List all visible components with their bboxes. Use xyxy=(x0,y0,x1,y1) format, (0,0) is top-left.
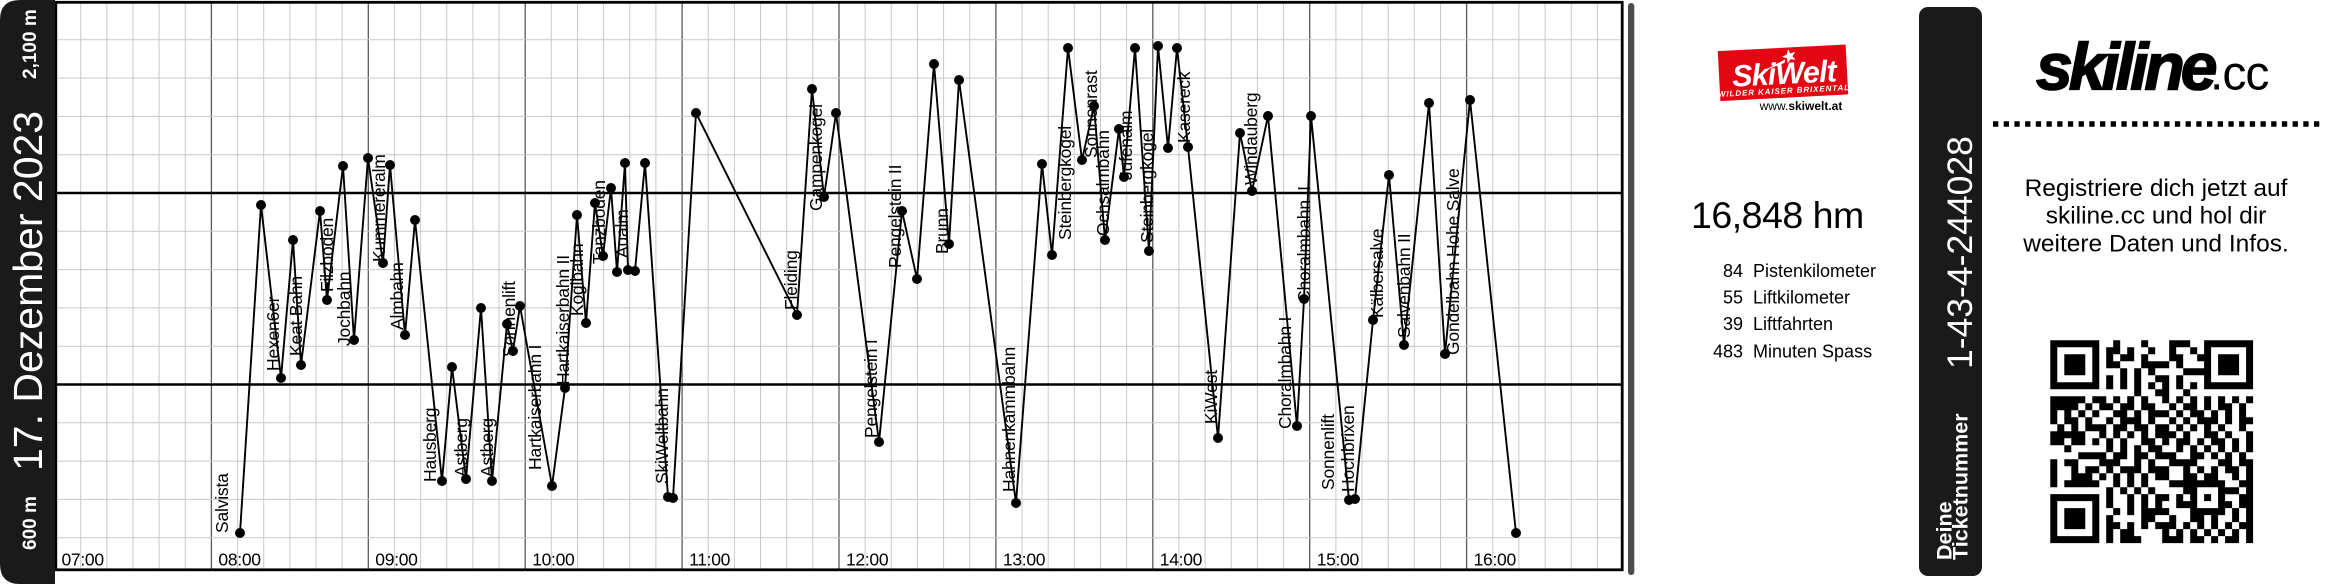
svg-text:16,848 hm: 16,848 hm xyxy=(1691,194,1864,236)
svg-text:84: 84 xyxy=(1723,261,1743,281)
svg-text:07:00: 07:00 xyxy=(62,550,105,570)
svg-text:12:00: 12:00 xyxy=(846,550,889,570)
svg-text:Hexen6er: Hexen6er xyxy=(263,296,283,371)
svg-text:10:00: 10:00 xyxy=(532,550,575,570)
svg-text:Steinbergkogel: Steinbergkogel xyxy=(1055,126,1075,240)
svg-text:Pengelstein II: Pengelstein II xyxy=(885,165,905,268)
svg-text:Choralmbahn II: Choralmbahn II xyxy=(1294,186,1314,303)
svg-text:Sonnenlift: Sonnenlift xyxy=(1318,414,1338,490)
svg-text:Sonnenlift: Sonnenlift xyxy=(499,281,519,357)
svg-text:Liftfahrten: Liftfahrten xyxy=(1753,314,1833,334)
svg-text:Deine: Deine xyxy=(1933,501,1957,560)
svg-text:Ticketnummer: Ticketnummer xyxy=(1949,413,1973,560)
svg-text:Keat Bahn: Keat Bahn xyxy=(286,276,306,356)
svg-text:skiline.cc und hol dir: skiline.cc und hol dir xyxy=(2046,203,2267,230)
svg-text:39: 39 xyxy=(1723,314,1743,334)
svg-text:Steinbergkogel: Steinbergkogel xyxy=(1137,129,1157,243)
svg-text:Almbahn: Almbahn xyxy=(387,262,407,330)
svg-text:skiline: skiline xyxy=(2036,30,2216,104)
svg-text:SkiWelt: SkiWelt xyxy=(1731,54,1839,94)
svg-text:Salvista: Salvista xyxy=(212,473,232,533)
svg-text:SkiWeltbahn: SkiWeltbahn xyxy=(652,388,672,484)
svg-text:Hausberg: Hausberg xyxy=(420,408,440,482)
svg-text:Aualm: Aualm xyxy=(612,209,632,258)
svg-text:Ochsalmbahn: Ochsalmbahn xyxy=(1093,130,1113,236)
svg-text:.cc: .cc xyxy=(2210,48,2268,101)
svg-text:Hahnenkammbahn: Hahnenkammbahn xyxy=(999,347,1019,492)
svg-text:17. Dezember 2023: 17. Dezember 2023 xyxy=(5,111,51,471)
svg-text:Sonnenrast: Sonnenrast xyxy=(1081,70,1101,158)
svg-text:Gampenkogel: Gampenkogel xyxy=(806,104,826,211)
svg-text:15:00: 15:00 xyxy=(1317,550,1360,570)
svg-text:Hochbrixen: Hochbrixen xyxy=(1338,405,1358,492)
svg-text:Choralmbahn I: Choralmbahn I xyxy=(1275,317,1295,429)
svg-text:483: 483 xyxy=(1713,342,1743,362)
svg-text:Windauberg: Windauberg xyxy=(1241,93,1261,185)
svg-text:Salvenbahn II: Salvenbahn II xyxy=(1394,234,1414,338)
svg-text:2,100 m: 2,100 m xyxy=(20,9,41,79)
svg-text:Astberg: Astberg xyxy=(451,418,471,477)
svg-text:Fleiding: Fleiding xyxy=(781,250,801,310)
svg-text:Pistenkilometer: Pistenkilometer xyxy=(1753,261,1876,281)
svg-text:Tanzboden: Tanzboden xyxy=(589,180,609,264)
svg-text:Jufenalm: Jufenalm xyxy=(1116,111,1136,180)
svg-text:Astberg: Astberg xyxy=(477,418,497,477)
svg-text:55: 55 xyxy=(1723,288,1743,308)
svg-text:Pengelstein I: Pengelstein I xyxy=(861,339,881,438)
svg-text:Hartkaiserbahn I: Hartkaiserbahn I xyxy=(525,345,545,470)
svg-text:16:00: 16:00 xyxy=(1474,550,1517,570)
svg-text:Hartkaiserbahn II: Hartkaiserbahn II xyxy=(553,255,573,385)
svg-text:Kälbersalve: Kälbersalve xyxy=(1367,229,1387,318)
svg-text:Koglbahn: Koglbahn xyxy=(567,244,587,316)
svg-text:Registriere dich jetzt auf: Registriere dich jetzt auf xyxy=(2025,175,2288,202)
svg-text:Kummereralm: Kummereralm xyxy=(369,154,389,262)
svg-text:1-43-4-244028: 1-43-4-244028 xyxy=(1940,136,1980,369)
svg-text:Liftkilometer: Liftkilometer xyxy=(1753,288,1850,308)
svg-text:14:00: 14:00 xyxy=(1160,550,1203,570)
svg-text:KiWest: KiWest xyxy=(1201,370,1221,424)
svg-text:Gondelbahn Hohe Salve: Gondelbahn Hohe Salve xyxy=(1443,169,1463,356)
svg-text:weitere Daten und Infos.: weitere Daten und Infos. xyxy=(2022,231,2289,258)
svg-text:600 m: 600 m xyxy=(20,496,41,550)
svg-text:www.skiwelt.at: www.skiwelt.at xyxy=(1759,99,1843,113)
svg-text:08:00: 08:00 xyxy=(218,550,261,570)
svg-text:11:00: 11:00 xyxy=(689,550,731,570)
svg-text:Filzboden: Filzboden xyxy=(317,218,337,292)
svg-text:Brunn: Brunn xyxy=(932,208,952,254)
svg-text:Minuten Spass: Minuten Spass xyxy=(1753,342,1872,362)
svg-text:09:00: 09:00 xyxy=(375,550,418,570)
svg-text:Kasereck: Kasereck xyxy=(1174,71,1194,143)
svg-text:13:00: 13:00 xyxy=(1003,550,1046,570)
svg-text:Jochbahn: Jochbahn xyxy=(334,272,354,346)
